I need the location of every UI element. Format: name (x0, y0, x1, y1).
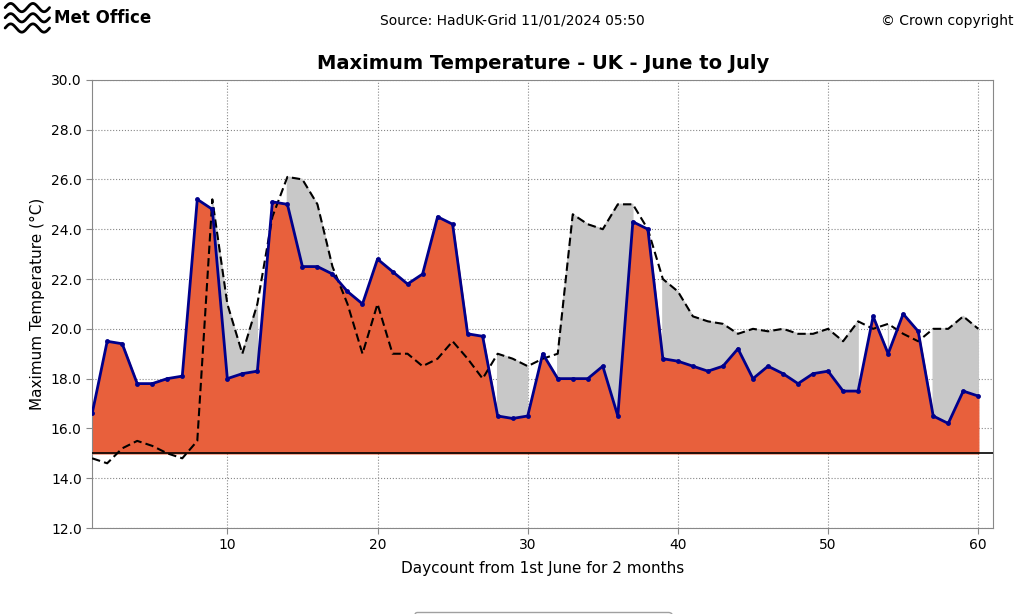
Legend: 1976, 2023: 1976, 2023 (414, 613, 672, 614)
X-axis label: Daycount from 1st June for 2 months: Daycount from 1st June for 2 months (401, 561, 684, 576)
Title: Maximum Temperature - UK - June to July: Maximum Temperature - UK - June to July (316, 53, 769, 72)
Text: Source: HadUK-Grid 11/01/2024 05:50: Source: HadUK-Grid 11/01/2024 05:50 (380, 14, 644, 28)
Text: © Crown copyright: © Crown copyright (882, 14, 1014, 28)
Text: Met Office: Met Office (54, 9, 152, 27)
Y-axis label: Maximum Temperature (°C): Maximum Temperature (°C) (31, 198, 45, 410)
